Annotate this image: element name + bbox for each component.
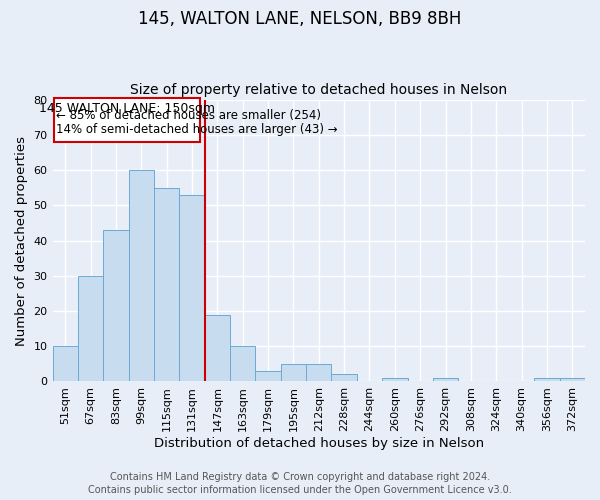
Bar	[128, 170, 154, 382]
Bar	[230, 346, 256, 382]
Text: Contains HM Land Registry data © Crown copyright and database right 2024.
Contai: Contains HM Land Registry data © Crown c…	[88, 472, 512, 495]
Title: Size of property relative to detached houses in Nelson: Size of property relative to detached ho…	[130, 83, 508, 97]
FancyBboxPatch shape	[54, 98, 200, 142]
Bar	[560, 378, 585, 382]
Text: 145, WALTON LANE, NELSON, BB9 8BH: 145, WALTON LANE, NELSON, BB9 8BH	[139, 10, 461, 28]
Text: 145 WALTON LANE: 150sqm: 145 WALTON LANE: 150sqm	[39, 102, 215, 116]
Bar	[53, 346, 78, 382]
X-axis label: Distribution of detached houses by size in Nelson: Distribution of detached houses by size …	[154, 437, 484, 450]
Bar	[205, 314, 230, 382]
Bar	[382, 378, 407, 382]
Bar	[154, 188, 179, 382]
Bar	[179, 194, 205, 382]
Y-axis label: Number of detached properties: Number of detached properties	[15, 136, 28, 346]
Bar	[433, 378, 458, 382]
Bar	[78, 276, 103, 382]
Bar	[281, 364, 306, 382]
Text: 14% of semi-detached houses are larger (43) →: 14% of semi-detached houses are larger (…	[56, 123, 338, 136]
Bar	[256, 371, 281, 382]
Bar	[331, 374, 357, 382]
Bar	[103, 230, 128, 382]
Bar	[534, 378, 560, 382]
Text: ← 85% of detached houses are smaller (254): ← 85% of detached houses are smaller (25…	[56, 109, 322, 122]
Bar	[306, 364, 331, 382]
